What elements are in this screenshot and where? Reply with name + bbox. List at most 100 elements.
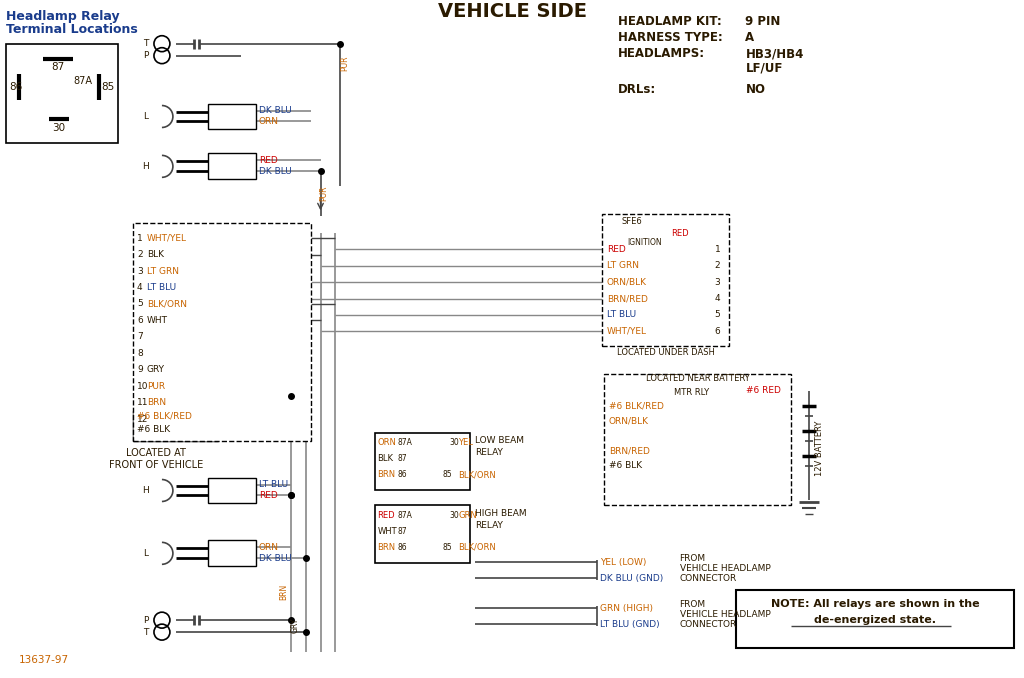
Text: ORN: ORN: [259, 543, 279, 552]
Text: BRN/RED: BRN/RED: [607, 294, 647, 303]
Text: H: H: [142, 162, 150, 171]
Text: YEL: YEL: [458, 438, 473, 447]
Bar: [604, 374, 792, 506]
Text: LT BLU: LT BLU: [259, 480, 288, 489]
Bar: [602, 214, 729, 346]
Text: 2: 2: [137, 250, 142, 259]
Text: IGNITION: IGNITION: [628, 238, 663, 247]
Text: FRONT OF VEHICLE: FRONT OF VEHICLE: [109, 460, 203, 470]
Text: GRY: GRY: [147, 365, 165, 374]
Bar: [208, 104, 256, 129]
Text: #6 RED: #6 RED: [746, 386, 781, 395]
Text: 86: 86: [9, 81, 23, 92]
Text: L: L: [143, 549, 148, 558]
Text: #6 BLK/RED: #6 BLK/RED: [137, 411, 191, 420]
Text: LOCATED AT: LOCATED AT: [126, 447, 186, 458]
Text: VEHICLE HEADLAMP: VEHICLE HEADLAMP: [680, 564, 770, 573]
Text: BLK: BLK: [147, 250, 164, 259]
Text: FROM: FROM: [680, 600, 706, 609]
Bar: [133, 411, 218, 441]
Bar: [6, 43, 118, 144]
Text: HB3/HB4: HB3/HB4: [745, 47, 804, 60]
Text: Headlamp Relay: Headlamp Relay: [6, 10, 120, 23]
Bar: [208, 477, 256, 504]
Text: WHT/YEL: WHT/YEL: [147, 234, 187, 243]
Text: FROM: FROM: [680, 554, 706, 563]
Text: BRN: BRN: [378, 470, 395, 479]
Text: 7: 7: [137, 332, 142, 342]
Text: 6: 6: [715, 327, 720, 336]
Text: T: T: [143, 628, 148, 637]
Text: GRN (HIGH): GRN (HIGH): [600, 603, 652, 613]
Text: H: H: [142, 486, 150, 495]
Text: PUR: PUR: [319, 186, 328, 201]
Text: GRY: GRY: [291, 618, 300, 633]
Text: PUR: PUR: [340, 56, 349, 71]
Text: BLK/ORN: BLK/ORN: [458, 543, 496, 552]
Text: 86: 86: [397, 470, 407, 479]
Text: 13637-97: 13637-97: [19, 655, 70, 665]
Text: LT GRN: LT GRN: [607, 261, 639, 270]
Text: BLK: BLK: [378, 454, 393, 463]
Text: #6 BLK: #6 BLK: [608, 461, 642, 470]
Text: CONNECTOR: CONNECTOR: [680, 574, 737, 583]
Text: de-energized state.: de-energized state.: [814, 615, 936, 625]
Text: SFE6: SFE6: [622, 217, 642, 226]
Text: Terminal Locations: Terminal Locations: [6, 23, 138, 36]
Text: RED: RED: [259, 491, 278, 500]
Text: BRN: BRN: [280, 584, 288, 600]
Text: 87A: 87A: [397, 438, 413, 447]
Text: LOCATED UNDER DASH: LOCATED UNDER DASH: [616, 348, 715, 357]
Text: 85: 85: [442, 470, 452, 479]
Text: 3: 3: [715, 277, 720, 287]
Text: 87: 87: [397, 527, 407, 536]
Text: ORN/BLK: ORN/BLK: [607, 277, 647, 287]
Text: LT GRN: LT GRN: [147, 266, 179, 275]
Text: 12V BATTERY: 12V BATTERY: [815, 421, 823, 477]
Text: LT BLU: LT BLU: [147, 283, 176, 292]
Bar: [208, 153, 256, 179]
Text: 3: 3: [137, 266, 142, 275]
Text: RELAY: RELAY: [475, 448, 503, 457]
Text: WHT/YEL: WHT/YEL: [607, 327, 647, 336]
Text: 11: 11: [137, 398, 148, 407]
Text: #6 BLK: #6 BLK: [137, 425, 170, 434]
Text: DK BLU (GND): DK BLU (GND): [600, 574, 663, 583]
Text: 1: 1: [715, 245, 720, 254]
Text: 4: 4: [137, 283, 142, 292]
Text: BLK/ORN: BLK/ORN: [147, 300, 187, 308]
Text: 10: 10: [137, 382, 148, 391]
Text: 9: 9: [137, 365, 142, 374]
Text: P: P: [143, 51, 148, 60]
Text: #6 BLK/RED: #6 BLK/RED: [608, 401, 664, 410]
Text: 5: 5: [715, 311, 720, 319]
Text: RED: RED: [672, 228, 689, 238]
Text: L: L: [143, 112, 148, 121]
Text: LOW BEAM: LOW BEAM: [475, 436, 524, 445]
Text: LOCATED NEAR BATTERY: LOCATED NEAR BATTERY: [645, 374, 750, 383]
Text: DK BLU: DK BLU: [259, 167, 292, 176]
Text: YEL (LOW): YEL (LOW): [600, 558, 646, 567]
Bar: [133, 223, 310, 441]
Bar: [736, 591, 1014, 648]
Text: RED: RED: [607, 245, 626, 254]
Text: ORN: ORN: [259, 117, 279, 126]
Text: 87: 87: [397, 454, 407, 463]
Text: BRN: BRN: [378, 543, 395, 552]
Text: MTR RLY: MTR RLY: [674, 388, 709, 397]
Text: VEHICLE SIDE: VEHICLE SIDE: [437, 2, 587, 21]
Text: 86: 86: [397, 543, 407, 552]
Text: 30: 30: [450, 511, 459, 520]
Text: NOTE: All relays are shown in the: NOTE: All relays are shown in the: [771, 599, 979, 610]
Text: T: T: [143, 39, 148, 48]
Text: 87A: 87A: [397, 511, 413, 520]
Text: 87A: 87A: [73, 75, 92, 85]
Text: DK BLU: DK BLU: [259, 106, 292, 115]
Text: 9 PIN: 9 PIN: [745, 15, 780, 28]
Text: HEADLAMP KIT:: HEADLAMP KIT:: [617, 15, 722, 28]
Text: LT BLU (GND): LT BLU (GND): [600, 620, 659, 629]
Text: HEADLAMPS:: HEADLAMPS:: [617, 47, 705, 60]
Text: LT BLU: LT BLU: [607, 311, 636, 319]
Text: RED: RED: [378, 511, 395, 520]
Bar: [376, 506, 470, 563]
